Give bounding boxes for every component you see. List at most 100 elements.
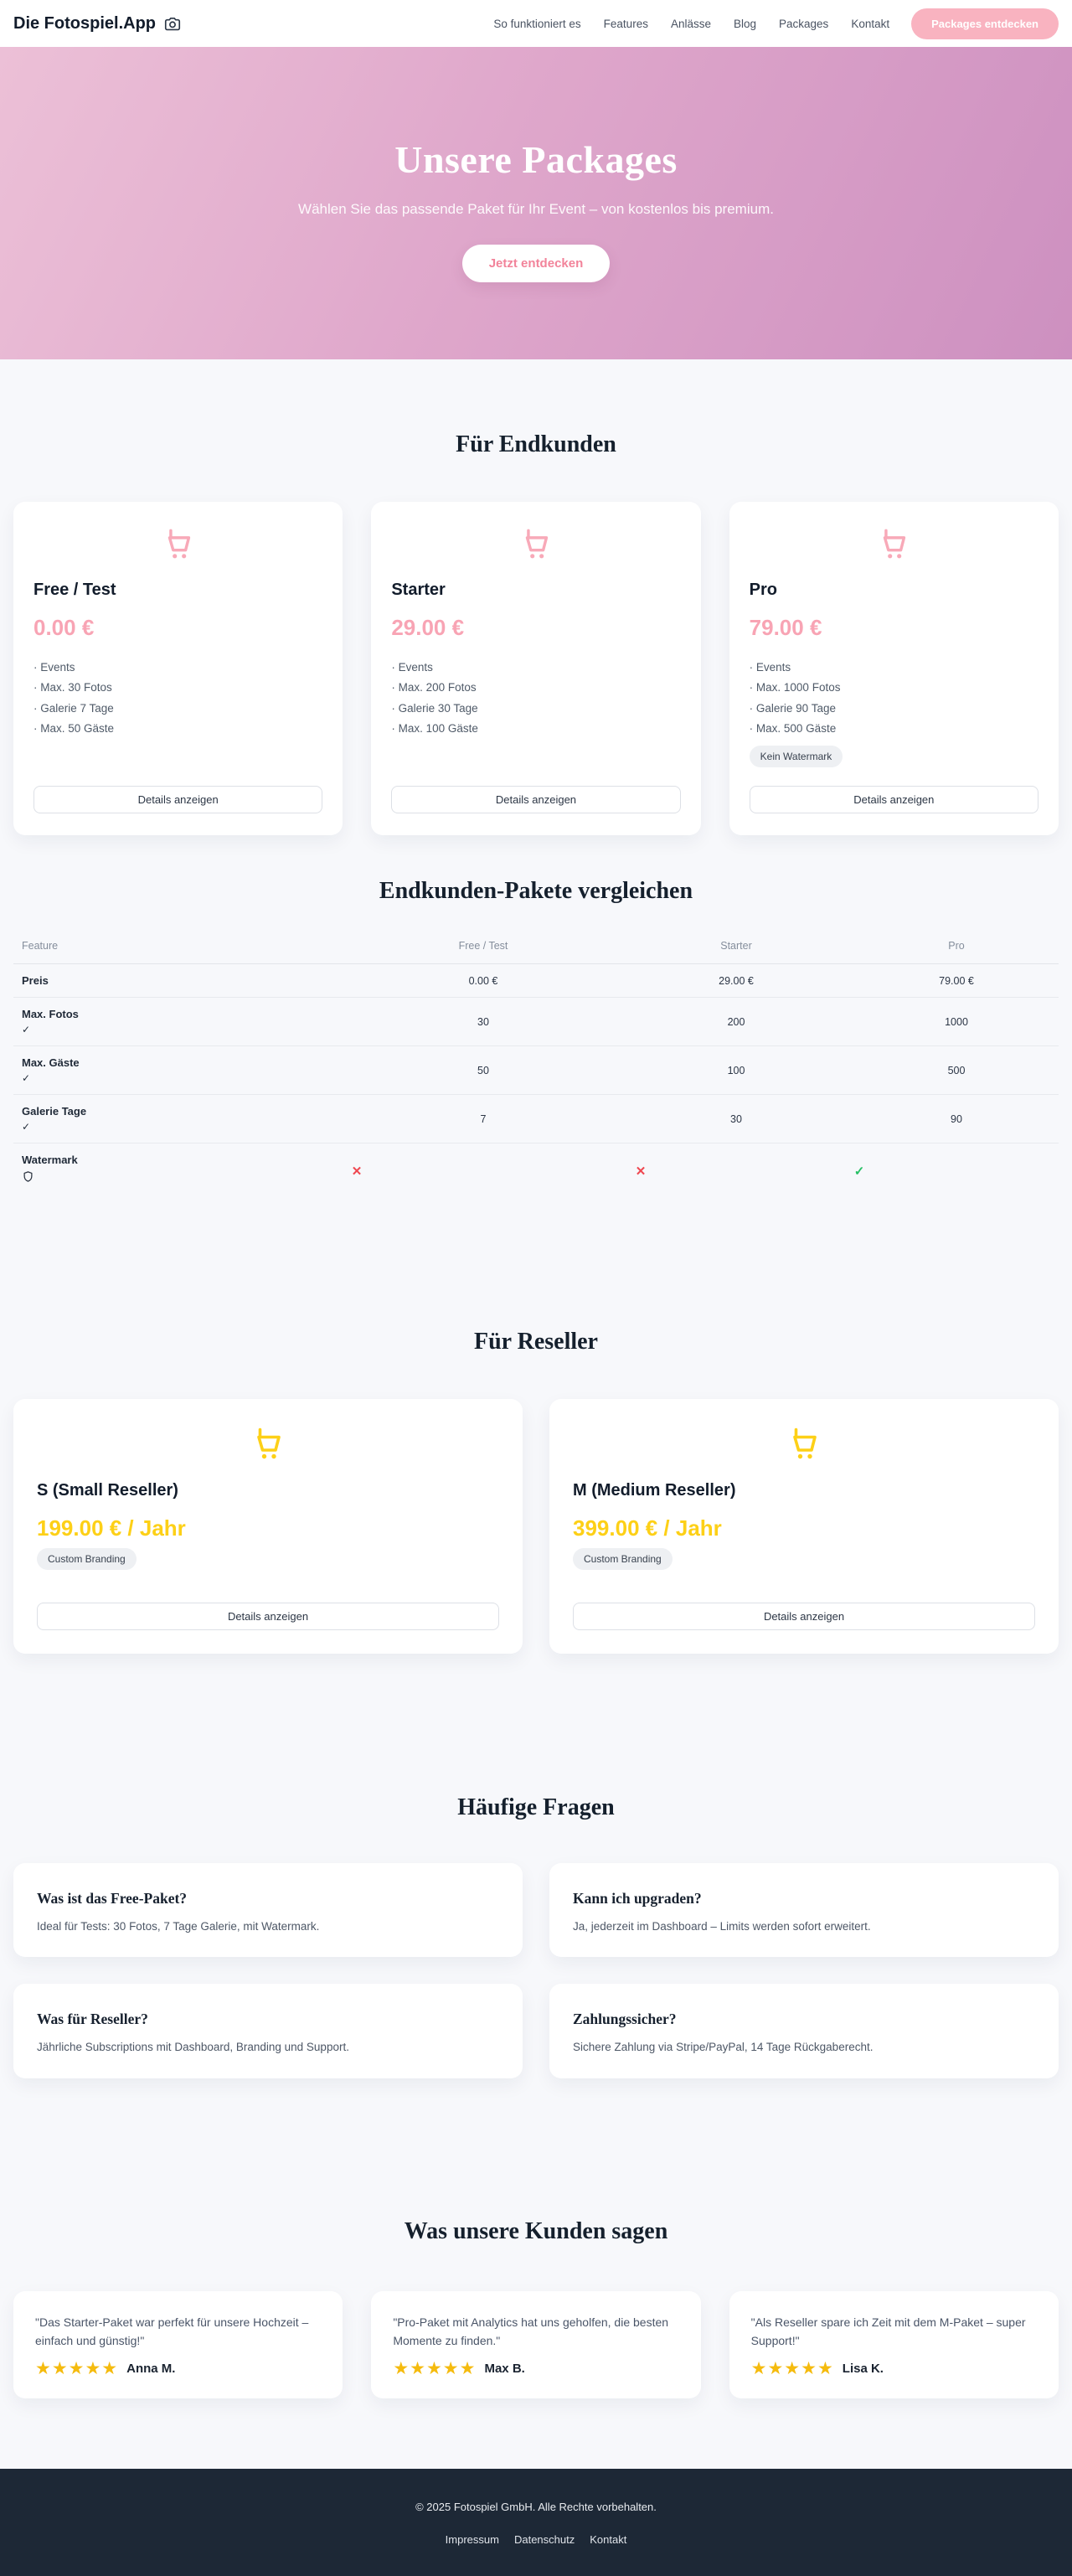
nav-anlaesse[interactable]: Anlässe [670,17,711,30]
cross-icon: ✕ [635,1164,647,1179]
plan-feature: Galerie 7 Tage [34,699,322,719]
plan-card-starter: Starter 29.00 € Events Max. 200 Fotos Ga… [371,502,701,835]
column-header-pro: Pro [948,940,965,952]
faq-question: Was für Reseller? [37,2011,148,2028]
nav-packages[interactable]: Packages [779,17,829,30]
plan-card-medium-reseller: M (Medium Reseller) 399.00 € / Jahr Cust… [549,1399,1059,1654]
details-anzeigen-button[interactable]: Details anzeigen [573,1603,1035,1630]
faq-section: Häufige Fragen Was ist das Free-Paket? I… [13,1794,1059,2078]
shield-icon [22,1169,357,1188]
packages-entdecken-button[interactable]: Packages entdecken [911,8,1059,39]
cart-icon [573,1426,1035,1463]
row-label: Max. Gäste [22,1056,80,1069]
footer: © 2025 Fotospiel GmbH. Alle Rechte vorbe… [0,2468,1072,2576]
details-anzeigen-button[interactable]: Details anzeigen [391,786,681,813]
faq-heading: Häufige Fragen [457,1794,615,1820]
comparison-section: Endkunden-Pakete vergleichen Feature Fre… [13,878,1059,1198]
testimonial-cards: "Das Starter-Paket war perfekt für unser… [13,2290,1059,2398]
footer-link-kontakt[interactable]: Kontakt [590,2532,627,2546]
table-row-watermark: Watermark ✕ ✕ ✓ [13,1143,1059,1198]
details-anzeigen-button[interactable]: Details anzeigen [34,786,323,813]
plan-badge: Custom Branding [573,1548,673,1570]
row-label: Preis [22,974,49,987]
cell-value: 200 [727,1015,745,1028]
faq-question: Was ist das Free-Paket? [37,1890,188,1907]
plan-badge: Custom Branding [37,1548,137,1570]
details-anzeigen-button[interactable]: Details anzeigen [37,1603,499,1630]
plan-price: 399.00 € / Jahr [573,1515,722,1541]
reseller-section: Für Reseller S (Small Reseller) 199.00 €… [13,1329,1059,1654]
table-header-row: Feature Free / Test Starter Pro [13,930,1059,964]
hero: Unsere Packages Wählen Sie das passende … [0,47,1072,359]
plan-feature: Max. 30 Fotos [34,678,322,698]
testimonial-name: Max B. [484,2362,525,2377]
logo[interactable]: Die Fotospiel.App [13,13,182,34]
column-header-feature: Feature [22,940,59,952]
cart-icon [34,527,322,562]
plan-card-pro: Pro 79.00 € Events Max. 1000 Fotos Galer… [729,502,1059,835]
reseller-cards: S (Small Reseller) 199.00 € / Jahr Custo… [13,1399,1059,1654]
faq-card: Was ist das Free-Paket? Ideal für Tests:… [13,1863,523,1958]
check-icon: ✓ [22,1072,31,1084]
footer-link-datenschutz[interactable]: Datenschutz [513,2532,575,2546]
cross-icon: ✕ [351,1164,363,1179]
hero-title: Unsere Packages [394,138,678,182]
nav-blog[interactable]: Blog [733,17,757,30]
footer-link-impressum[interactable]: Impressum [445,2532,499,2546]
footer-nav: Impressum Datenschutz Kontakt [0,2533,1072,2546]
faq-answer: Jährliche Subscriptions mit Dashboard, B… [37,2041,349,2054]
testimonials-section: Was unsere Kunden sagen "Das Starter-Pak… [13,2218,1059,2398]
plan-price: 0.00 € [34,615,95,640]
cell-value: 30 [730,1112,742,1125]
plan-feature: Max. 500 Gäste [750,719,1038,739]
testimonial-quote: "Das Starter-Paket war perfekt für unser… [35,2315,309,2347]
star-rating: ★★★★★ [750,2359,834,2379]
faq-question: Kann ich upgraden? [573,1890,702,1907]
testimonial-card: "Pro-Paket mit Analytics hat uns geholfe… [371,2290,701,2398]
row-label: Galerie Tage [22,1105,87,1118]
cell-value: 29.00 € [719,974,754,987]
cell-value: 1000 [945,1015,968,1028]
plan-badge: Kein Watermark [749,746,843,768]
jetzt-entdecken-button[interactable]: Jetzt entdecken [461,244,611,282]
star-rating: ★★★★★ [35,2359,119,2379]
row-label: Watermark [22,1154,78,1166]
cell-value: 50 [477,1064,489,1076]
plan-name: M (Medium Reseller) [573,1481,736,1500]
plan-name: Pro [749,581,777,599]
plan-features: Events Max. 1000 Fotos Galerie 90 Tage M… [750,658,1038,739]
testimonial-name: Lisa K. [842,2362,884,2377]
table-row-preis: Preis 0.00 € 29.00 € 79.00 € [13,964,1059,998]
cell-value: 0.00 € [468,974,498,987]
plan-card-free: Free / Test 0.00 € Events Max. 30 Fotos … [13,502,343,835]
plan-name: S (Small Reseller) [37,1481,178,1500]
star-rating: ★★★★★ [393,2359,477,2379]
cell-value: 7 [480,1112,487,1125]
faq-answer: Ja, jederzeit im Dashboard – Limits werd… [573,1920,871,1933]
plan-price: 79.00 € [749,615,822,640]
plan-feature: Events [750,658,1038,678]
cart-icon [391,527,680,562]
main-nav: So funktioniert es Features Anlässe Blog… [493,18,889,30]
plan-feature: Max. 200 Fotos [391,678,680,698]
testimonial-name: Anna M. [126,2362,176,2377]
cell-value: 30 [477,1015,489,1028]
plan-price: 199.00 € / Jahr [37,1515,186,1541]
plan-price: 29.00 € [391,615,465,640]
reseller-heading: Für Reseller [474,1329,598,1355]
cell-value: 90 [951,1112,962,1125]
nav-features[interactable]: Features [603,17,648,30]
faq-answer: Ideal für Tests: 30 Fotos, 7 Tage Galeri… [37,1920,320,1933]
check-icon: ✓ [22,1024,31,1035]
plan-feature: Events [391,658,680,678]
check-icon: ✓ [853,1164,865,1179]
plan-card-small-reseller: S (Small Reseller) 199.00 € / Jahr Custo… [13,1399,523,1654]
nav-kontakt[interactable]: Kontakt [851,17,890,30]
endkunden-heading: Für Endkunden [456,431,616,457]
nav-so-funktioniert-es[interactable]: So funktioniert es [493,17,581,30]
faq-answer: Sichere Zahlung via Stripe/PayPal, 14 Ta… [573,2041,874,2054]
copyright-text: © 2025 Fotospiel GmbH. Alle Rechte vorbe… [415,2500,657,2513]
hero-subtitle: Wählen Sie das passende Paket für Ihr Ev… [298,201,774,218]
details-anzeigen-button[interactable]: Details anzeigen [749,786,1038,813]
logo-text: Die Fotospiel.App [13,13,156,33]
